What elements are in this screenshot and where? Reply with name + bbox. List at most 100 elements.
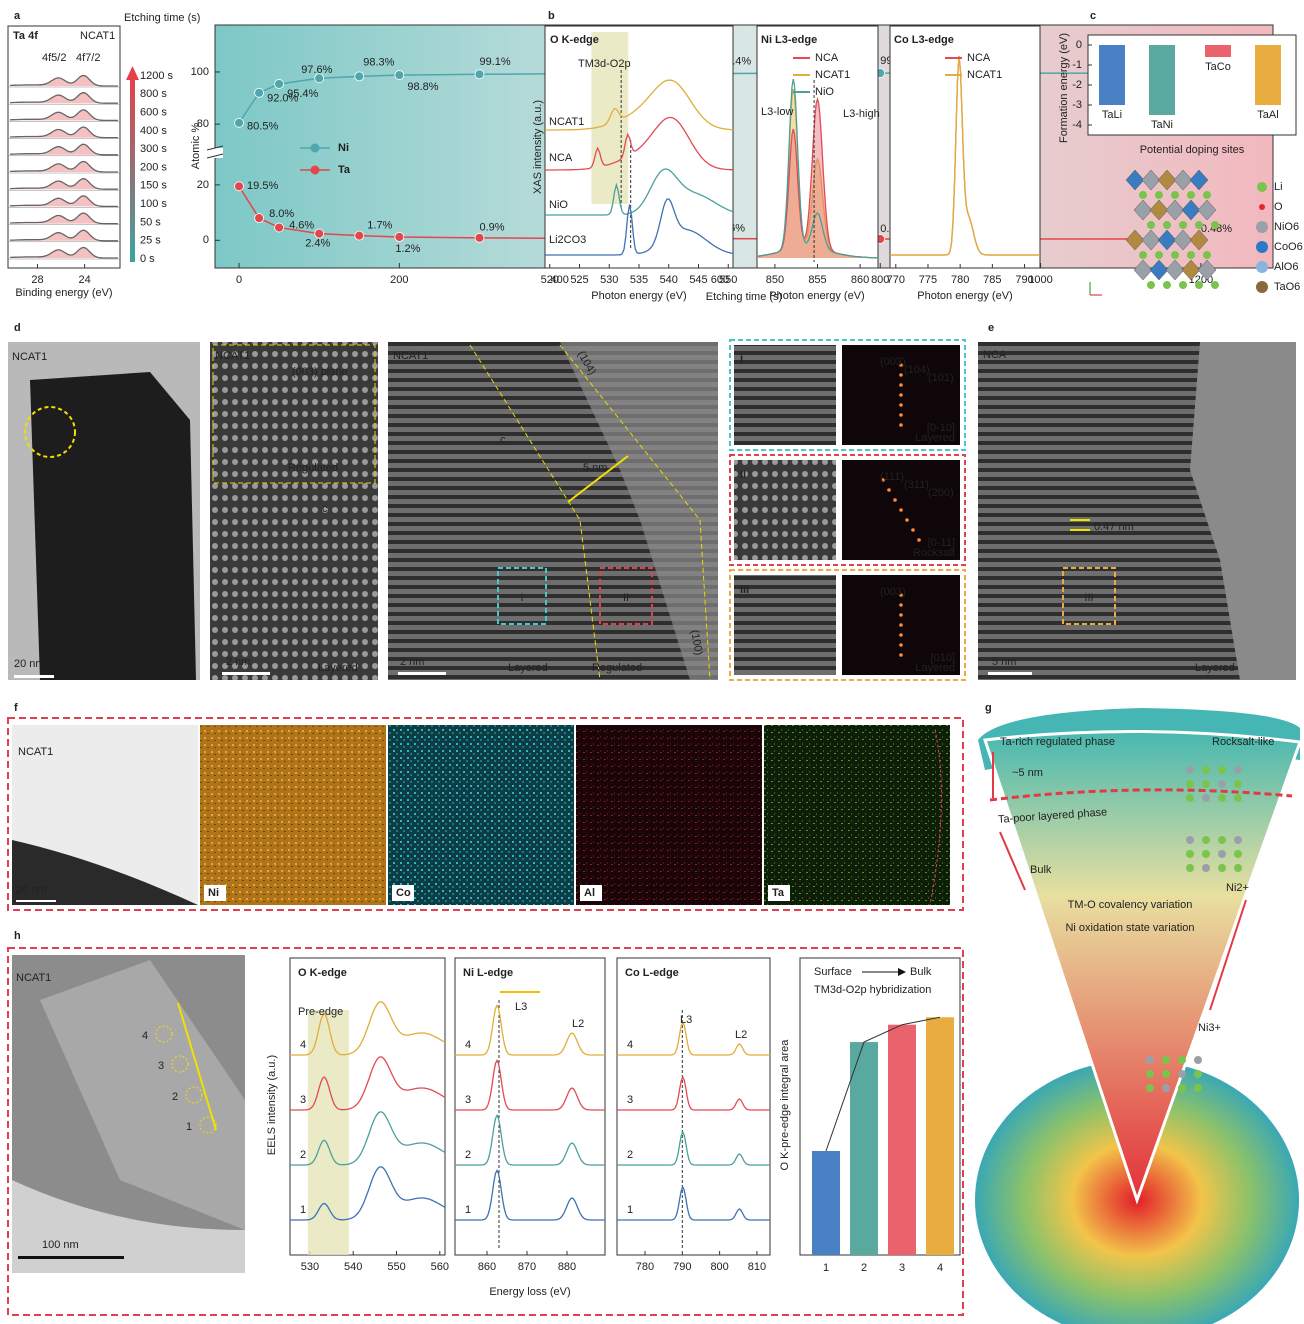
y-tick-label: -4 bbox=[1072, 119, 1082, 131]
x-tick-label: 780 bbox=[636, 1261, 654, 1273]
label: 4 bbox=[465, 1039, 471, 1051]
label: L2 bbox=[735, 1029, 747, 1041]
label: Ta bbox=[772, 887, 785, 899]
fft-spot bbox=[911, 528, 915, 532]
label: (200) bbox=[928, 487, 954, 499]
label: NCA bbox=[549, 152, 573, 164]
x-tick-label: 200 bbox=[390, 274, 408, 286]
bar bbox=[812, 1151, 840, 1255]
data-point bbox=[395, 71, 404, 80]
li-atom bbox=[1211, 281, 1219, 289]
scale-bar bbox=[18, 1256, 124, 1259]
atom bbox=[1146, 1056, 1154, 1064]
panel-label: d bbox=[14, 322, 21, 334]
bar bbox=[1205, 45, 1231, 57]
y-tick-label: 0 bbox=[1076, 39, 1082, 51]
label: Co bbox=[396, 887, 411, 899]
data-label: 0.9% bbox=[480, 222, 505, 234]
fft-spot bbox=[899, 403, 903, 407]
label: 200 s bbox=[140, 161, 167, 173]
fft-spot bbox=[899, 423, 903, 427]
atom bbox=[1202, 794, 1210, 802]
li-atom bbox=[1187, 191, 1195, 199]
y-tick-label: -3 bbox=[1072, 99, 1082, 111]
label: O K-edge bbox=[298, 967, 347, 979]
x-tick-label: 790 bbox=[673, 1261, 691, 1273]
li-atom bbox=[1163, 281, 1171, 289]
atom bbox=[1202, 766, 1210, 774]
x-tick-label: 780 bbox=[951, 274, 969, 286]
label: 150 s bbox=[140, 180, 167, 192]
filtered-image bbox=[734, 460, 836, 560]
atom bbox=[1234, 794, 1242, 802]
fft-spot bbox=[899, 653, 903, 657]
legend-label: Ni bbox=[338, 142, 349, 154]
label: (101) bbox=[928, 372, 954, 384]
atom bbox=[1194, 1084, 1202, 1092]
data-point bbox=[235, 118, 244, 127]
label: L3-high bbox=[843, 108, 880, 120]
atom bbox=[1186, 864, 1194, 872]
label: 1 bbox=[300, 1204, 306, 1216]
fft-spot bbox=[899, 643, 903, 647]
legend-label: NiO6 bbox=[1274, 221, 1299, 233]
axis-title: Potential doping sites bbox=[1140, 144, 1245, 156]
axis-title: Binding energy (eV) bbox=[15, 287, 112, 299]
x-tick-label: 530 bbox=[600, 274, 618, 286]
axis-title: EELS intensity (a.u.) bbox=[266, 1055, 278, 1155]
label: II bbox=[740, 469, 746, 481]
micrograph bbox=[210, 342, 378, 680]
scale-bar bbox=[16, 900, 56, 902]
label: (311) bbox=[904, 479, 929, 491]
panel-label: a bbox=[14, 10, 21, 22]
li-atom bbox=[1179, 221, 1187, 229]
element-map bbox=[764, 725, 950, 905]
label: ~5 nm bbox=[1012, 767, 1043, 779]
data-point bbox=[475, 70, 484, 79]
fft-spot bbox=[905, 518, 909, 522]
label: 3 bbox=[465, 1094, 471, 1106]
label: TM3d-O2p bbox=[578, 58, 631, 70]
x-tick-label: 860 bbox=[851, 274, 869, 286]
label: Layered bbox=[318, 662, 358, 674]
atom bbox=[1202, 864, 1210, 872]
frame bbox=[890, 26, 1040, 268]
label: NiO bbox=[549, 199, 568, 211]
fft-spot bbox=[899, 603, 903, 607]
label: II bbox=[623, 592, 629, 604]
label: Ta 4f bbox=[13, 30, 38, 42]
x-tick-label: 855 bbox=[808, 274, 826, 286]
arrow-head bbox=[126, 66, 139, 80]
label: 5 nm bbox=[583, 462, 607, 474]
atom bbox=[1186, 836, 1194, 844]
x-tick-label: 550 bbox=[387, 1261, 405, 1273]
atom bbox=[1202, 850, 1210, 858]
axis-title: Atomic % bbox=[190, 123, 202, 170]
label: 800 s bbox=[140, 88, 167, 100]
label: Ni bbox=[208, 887, 219, 899]
label: Ni3+ bbox=[1198, 1022, 1221, 1034]
label: 3 bbox=[158, 1060, 164, 1072]
x-tick-label: 525 bbox=[570, 274, 588, 286]
bar bbox=[1149, 45, 1175, 115]
atom bbox=[1186, 766, 1194, 774]
axis-title: Photon energy (eV) bbox=[769, 290, 864, 302]
li-atom bbox=[1211, 221, 1219, 229]
panel-label: g bbox=[985, 702, 992, 714]
category-label: 1 bbox=[823, 1262, 829, 1274]
label: Al bbox=[584, 887, 595, 899]
bar bbox=[888, 1025, 916, 1255]
label: Regulated bbox=[288, 462, 338, 474]
atom bbox=[1234, 850, 1242, 858]
axis-title: XAS intensity (a.u.) bbox=[532, 100, 544, 194]
data-label: 80.5% bbox=[247, 121, 278, 133]
bar bbox=[850, 1042, 878, 1255]
li-atom bbox=[1155, 251, 1163, 259]
label: 2 nm bbox=[226, 656, 250, 668]
label: 20 nm bbox=[14, 658, 45, 670]
data-label: 1.2% bbox=[395, 243, 420, 255]
li-atom bbox=[1195, 281, 1203, 289]
label: Co L-edge bbox=[625, 967, 679, 979]
atom bbox=[1234, 766, 1242, 774]
scale-bar bbox=[988, 672, 1032, 675]
